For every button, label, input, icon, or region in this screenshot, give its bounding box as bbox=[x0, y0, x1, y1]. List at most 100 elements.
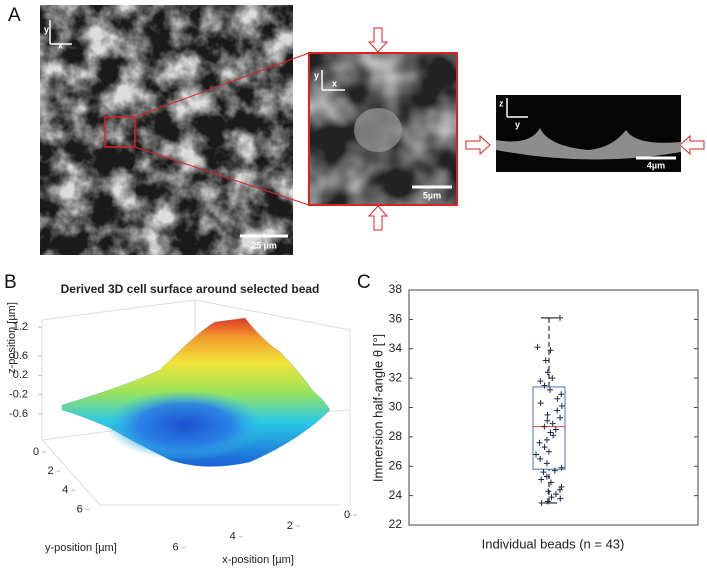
point bbox=[547, 429, 554, 436]
point bbox=[544, 369, 551, 376]
tick-label: 1.2 bbox=[13, 321, 28, 333]
tick-label: 4 bbox=[62, 484, 68, 496]
axis-letter: y bbox=[44, 24, 49, 34]
point bbox=[536, 439, 543, 446]
point bbox=[557, 495, 564, 502]
point bbox=[544, 498, 551, 505]
point bbox=[557, 414, 564, 421]
selection-box bbox=[104, 116, 136, 148]
y-tick-label: 36 bbox=[389, 312, 403, 326]
y-axis-label: Immersion half-angle θ [°] bbox=[370, 334, 385, 482]
arrow bbox=[679, 134, 705, 156]
point bbox=[543, 460, 550, 467]
point bbox=[550, 432, 557, 439]
point bbox=[552, 426, 559, 433]
point bbox=[545, 488, 552, 495]
point bbox=[533, 451, 540, 458]
point bbox=[551, 467, 558, 474]
y-tick-label: 32 bbox=[389, 370, 403, 384]
point bbox=[556, 486, 563, 493]
point bbox=[537, 400, 544, 407]
y-tick-label: 22 bbox=[389, 517, 403, 531]
point bbox=[549, 375, 556, 382]
y-tick-label: 26 bbox=[389, 458, 403, 472]
tick-label: -0.2 bbox=[9, 389, 28, 401]
point bbox=[545, 448, 552, 455]
point bbox=[558, 403, 565, 410]
point bbox=[554, 407, 561, 414]
plot-frame bbox=[408, 289, 699, 526]
point bbox=[541, 423, 548, 430]
axis-letter: x bbox=[58, 40, 63, 50]
point bbox=[552, 491, 559, 498]
zoom-border bbox=[308, 52, 458, 206]
box bbox=[532, 386, 566, 470]
point bbox=[541, 444, 548, 451]
tick-label: 0 bbox=[33, 446, 39, 458]
tick-label: -0.6 bbox=[9, 408, 28, 420]
tick-label: 2 bbox=[287, 520, 293, 532]
z-axis-label: z-position [µm] bbox=[6, 302, 18, 374]
point bbox=[534, 344, 541, 351]
panel-label: A bbox=[8, 5, 21, 26]
zoom-line bbox=[134, 146, 310, 206]
membrane bbox=[496, 128, 681, 160]
point bbox=[554, 395, 561, 402]
tick-label: 4 bbox=[230, 531, 236, 543]
point bbox=[544, 411, 551, 418]
axis-letter: z bbox=[499, 98, 504, 108]
point bbox=[543, 473, 550, 480]
tick-label: 2 bbox=[48, 465, 54, 477]
y-axis-label: y-position [µm] bbox=[45, 542, 117, 554]
tick-label: 6 bbox=[173, 541, 179, 553]
arrow bbox=[367, 205, 389, 231]
point bbox=[556, 314, 563, 321]
tick-label: 0.6 bbox=[13, 350, 28, 362]
panel-label: B bbox=[4, 272, 17, 293]
surface-dip bbox=[105, 390, 265, 460]
point bbox=[547, 347, 554, 354]
y-tick-label: 24 bbox=[389, 488, 403, 502]
point bbox=[558, 464, 565, 471]
point bbox=[544, 417, 551, 424]
axis-letter: y bbox=[314, 70, 319, 80]
overview-texture bbox=[40, 5, 293, 255]
point bbox=[549, 420, 556, 427]
panel-label: C bbox=[357, 272, 371, 293]
point bbox=[558, 391, 565, 398]
point bbox=[538, 476, 545, 483]
point bbox=[547, 386, 554, 393]
point bbox=[537, 378, 544, 385]
y-tick-label: 30 bbox=[389, 400, 403, 414]
zoom-line bbox=[134, 52, 310, 118]
chart-title: Derived 3D cell surface around selected … bbox=[61, 282, 320, 296]
point bbox=[541, 382, 548, 389]
y-tick-label: 34 bbox=[389, 341, 403, 355]
axis-letter: y bbox=[515, 119, 520, 129]
point bbox=[558, 483, 565, 490]
x-axis-label: Individual beads (n = 43) bbox=[482, 536, 625, 551]
y-tick-label: 38 bbox=[389, 282, 403, 296]
point bbox=[542, 357, 549, 364]
arrow bbox=[367, 27, 389, 53]
point bbox=[543, 436, 550, 443]
point bbox=[537, 455, 544, 462]
arrow bbox=[465, 134, 491, 156]
point bbox=[548, 494, 555, 501]
y-tick-label: 28 bbox=[389, 429, 403, 443]
bead bbox=[354, 108, 402, 152]
point bbox=[538, 499, 545, 506]
tick-label: 6 bbox=[77, 503, 83, 515]
box-frame bbox=[41, 299, 351, 506]
scale-label: 5µm bbox=[423, 190, 441, 200]
scale-label: 4µm bbox=[647, 160, 665, 170]
point bbox=[540, 469, 547, 476]
tick-label: 0 bbox=[344, 509, 350, 521]
point bbox=[547, 479, 554, 486]
axis-letter: x bbox=[332, 78, 337, 88]
x-axis-label: x-position [µm] bbox=[222, 554, 294, 566]
scale-label: 25 µm bbox=[251, 240, 277, 250]
tick-label: 0.2 bbox=[13, 369, 28, 381]
